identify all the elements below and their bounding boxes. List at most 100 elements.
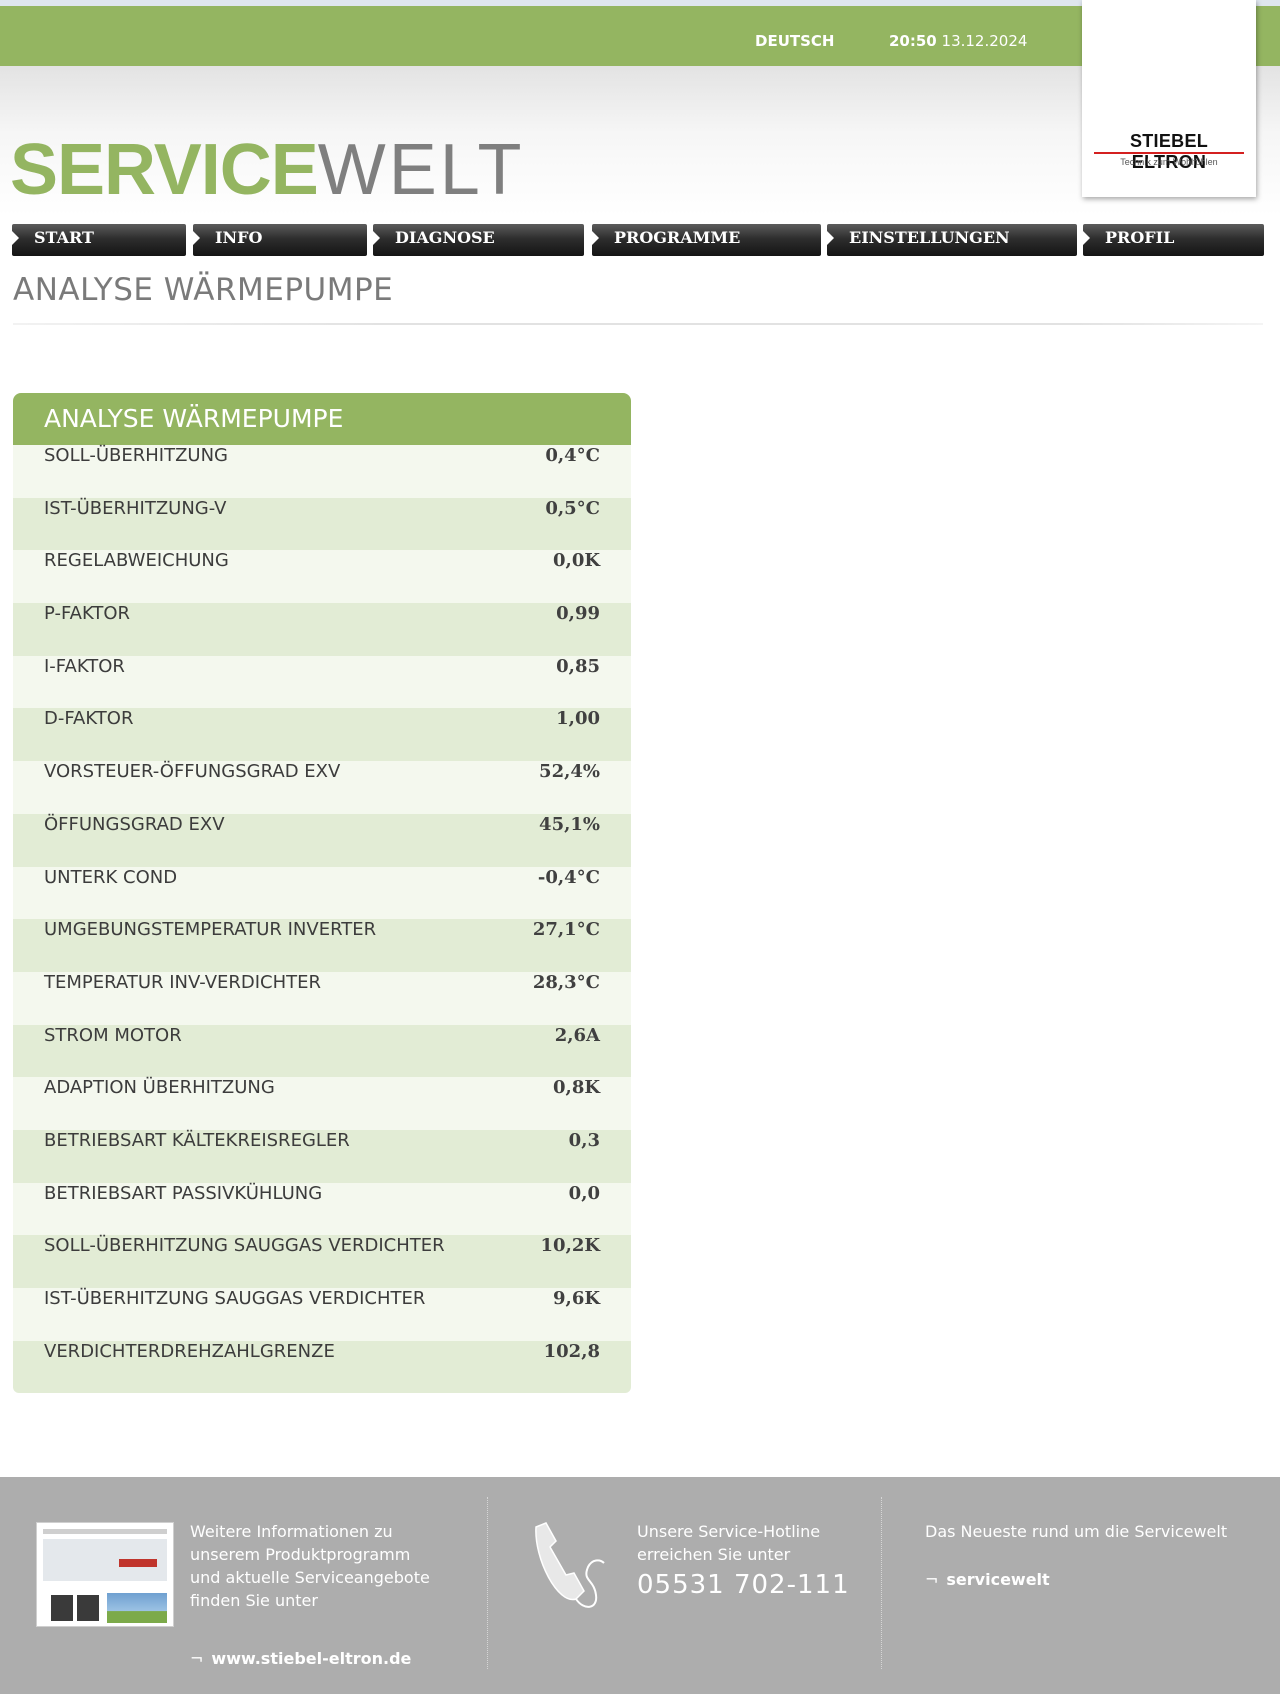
nav-arrow-icon: [12, 231, 19, 245]
row-label: D-FAKTOR: [44, 708, 134, 730]
nav-arrow-icon: [827, 231, 834, 245]
row-label: UNTERK COND: [44, 866, 178, 888]
date-text: 13.12.2024: [941, 32, 1028, 50]
page-title: ANALYSE WÄRMEPUMPE: [13, 272, 394, 308]
site-title: SERVICEWELT: [10, 132, 524, 208]
analysis-table: SOLL-ÜBERHITZUNG 0,4°C IST-ÜBERHITZUNG-V 0,…: [13, 445, 631, 1394]
analysis-panel: ANALYSE WÄRMEPUMPE SOLL-ÜBERHITZUNG 0,4°C…: [13, 393, 631, 1394]
footer-news-text: Das Neueste rund um die Servicewelt: [925, 1522, 1228, 1541]
table-row: UMGEBUNGSTEMPERATUR INVERTER 27,1°C: [13, 919, 631, 972]
website-thumbnail[interactable]: [36, 1522, 174, 1627]
table-row: UNTERK COND -0,4°C: [13, 866, 631, 920]
row-value: 0,4°C: [545, 445, 600, 466]
row-value: 0,85: [556, 655, 600, 677]
footer-divider: [881, 1497, 882, 1669]
footer-info-text: Weitere Informationen zu unserem Produkt…: [190, 1520, 430, 1612]
footer-divider: [487, 1497, 488, 1669]
nav-start-label: START: [34, 228, 94, 247]
row-label: BETRIEBSART PASSIVKÜHLUNG: [44, 1182, 323, 1204]
row-value: 28,3°C: [532, 971, 600, 993]
footer-info-line: unserem Produktprogramm: [190, 1545, 411, 1564]
row-label: TEMPERATUR INV-VERDICHTER: [44, 971, 322, 993]
thumbnail-landscape: [107, 1593, 167, 1623]
table-row: D-FAKTOR 1,00: [13, 708, 631, 762]
datetime-display: 20:50 13.12.2024: [889, 32, 1027, 50]
table-row: IST-ÜBERHITZUNG SAUGGAS VERDICHTER 9,6K: [13, 1288, 631, 1341]
table-row: SOLL-ÜBERHITZUNG 0,4°C: [13, 445, 631, 498]
footer-hotline-text: Unsere Service-Hotline erreichen Sie unt…: [637, 1520, 820, 1566]
brand-logo-rule: [1094, 152, 1244, 154]
footer-info-line: finden Sie unter: [190, 1591, 318, 1610]
thumbnail-device: [51, 1595, 73, 1621]
row-value: 0,8K: [553, 1077, 600, 1099]
nav-diagnose-label: DIAGNOSE: [395, 228, 495, 247]
thumbnail-accent: [119, 1559, 157, 1567]
main-navigation: START INFO DIAGNOSE PROGRAMME EINSTELLUN…: [12, 224, 1264, 256]
table-row: SOLL-ÜBERHITZUNG SAUGGAS VERDICHTER 10,2K: [13, 1235, 631, 1288]
table-row: REGELABWEICHUNG 0,0K: [13, 550, 631, 604]
nav-programme-label: PROGRAMME: [614, 228, 741, 247]
row-label: REGELABWEICHUNG: [44, 550, 229, 572]
link-arrow-icon: ¬: [925, 1570, 939, 1589]
nav-start[interactable]: START: [12, 224, 186, 256]
row-value: 52,4%: [539, 761, 600, 783]
thumbnail-menu-bar: [43, 1529, 167, 1534]
page-title-divider: [13, 323, 1263, 325]
nav-profil[interactable]: PROFIL: [1083, 224, 1264, 256]
nav-einstellungen-label: EINSTELLUNGEN: [849, 228, 1010, 247]
row-label: ÖFFUNGSGRAD EXV: [44, 813, 225, 835]
footer-website-link[interactable]: ¬ www.stiebel-eltron.de: [190, 1649, 411, 1668]
language-selector[interactable]: DEUTSCH: [755, 32, 835, 50]
phone-handset-icon: [535, 1522, 605, 1608]
table-row: TEMPERATUR INV-VERDICHTER 28,3°C: [13, 971, 631, 1025]
footer: Weitere Informationen zu unserem Produkt…: [0, 1477, 1280, 1694]
footer-info-line: und aktuelle Serviceangebote: [190, 1568, 430, 1587]
header-band: [0, 66, 1280, 216]
nav-einstellungen[interactable]: EINSTELLUNGEN: [827, 224, 1077, 256]
table-row: ÖFFUNGSGRAD EXV 45,1%: [13, 813, 631, 867]
nav-arrow-icon: [592, 231, 599, 245]
footer-website-link-text: www.stiebel-eltron.de: [211, 1649, 412, 1668]
nav-info[interactable]: INFO: [193, 224, 367, 256]
nav-programme[interactable]: PROGRAMME: [592, 224, 821, 256]
table-row: IST-ÜBERHITZUNG-V 0,5°C: [13, 497, 631, 551]
row-value: 0,3: [568, 1129, 600, 1151]
panel-title: ANALYSE WÄRMEPUMPE: [13, 393, 631, 445]
footer-servicewelt-link-text: servicewelt: [946, 1570, 1050, 1589]
top-bar: DEUTSCH 20:50 13.12.2024: [0, 6, 1280, 66]
row-value: 0,0: [568, 1182, 600, 1204]
row-label: IST-ÜBERHITZUNG SAUGGAS VERDICHTER: [44, 1288, 426, 1309]
site-title-part1: SERVICE: [10, 130, 319, 210]
top-edge-strip: [0, 0, 1280, 6]
table-row: P-FAKTOR 0,99: [13, 603, 631, 656]
nav-profil-label: PROFIL: [1105, 228, 1175, 247]
row-label: P-FAKTOR: [44, 603, 131, 625]
nav-diagnose[interactable]: DIAGNOSE: [373, 224, 584, 256]
brand-slogan: Technik zum Wohlfühlen: [1120, 157, 1218, 167]
hotline-number[interactable]: 05531 702-111: [637, 1570, 850, 1600]
row-label: SOLL-ÜBERHITZUNG SAUGGAS VERDICHTER: [44, 1235, 445, 1257]
row-label: VERDICHTERDREHZAHLGRENZE: [44, 1340, 335, 1362]
row-label: SOLL-ÜBERHITZUNG: [44, 445, 228, 466]
nav-arrow-icon: [1083, 231, 1090, 245]
row-label: VORSTEUER-ÖFFUNGSGRAD EXV: [44, 761, 341, 783]
row-value: 1,00: [556, 708, 600, 730]
table-row: STROM MOTOR 2,6A: [13, 1024, 631, 1078]
row-value: 0,0K: [553, 550, 600, 572]
row-value: -0,4°C: [537, 866, 600, 888]
brand-logo-card[interactable]: STIEBEL ELTRON Technik zum Wohlfühlen: [1082, 0, 1256, 197]
nav-arrow-icon: [193, 231, 200, 245]
row-label: ADAPTION ÜBERHITZUNG: [44, 1077, 275, 1099]
table-row: BETRIEBSART PASSIVKÜHLUNG 0,0: [13, 1182, 631, 1236]
footer-servicewelt-link[interactable]: ¬ servicewelt: [925, 1570, 1050, 1589]
row-value: 9,6K: [553, 1288, 600, 1309]
row-label: STROM MOTOR: [44, 1024, 182, 1046]
thumbnail-device: [77, 1595, 99, 1621]
row-value: 0,5°C: [545, 497, 600, 519]
row-value: 102,8: [543, 1340, 600, 1362]
footer-hotline-line: erreichen Sie unter: [637, 1545, 791, 1564]
row-value: 10,2K: [540, 1235, 600, 1257]
nav-arrow-icon: [373, 231, 380, 245]
row-label: BETRIEBSART KÄLTEKREISREGLER: [44, 1129, 350, 1151]
row-value: 0,99: [556, 603, 600, 625]
